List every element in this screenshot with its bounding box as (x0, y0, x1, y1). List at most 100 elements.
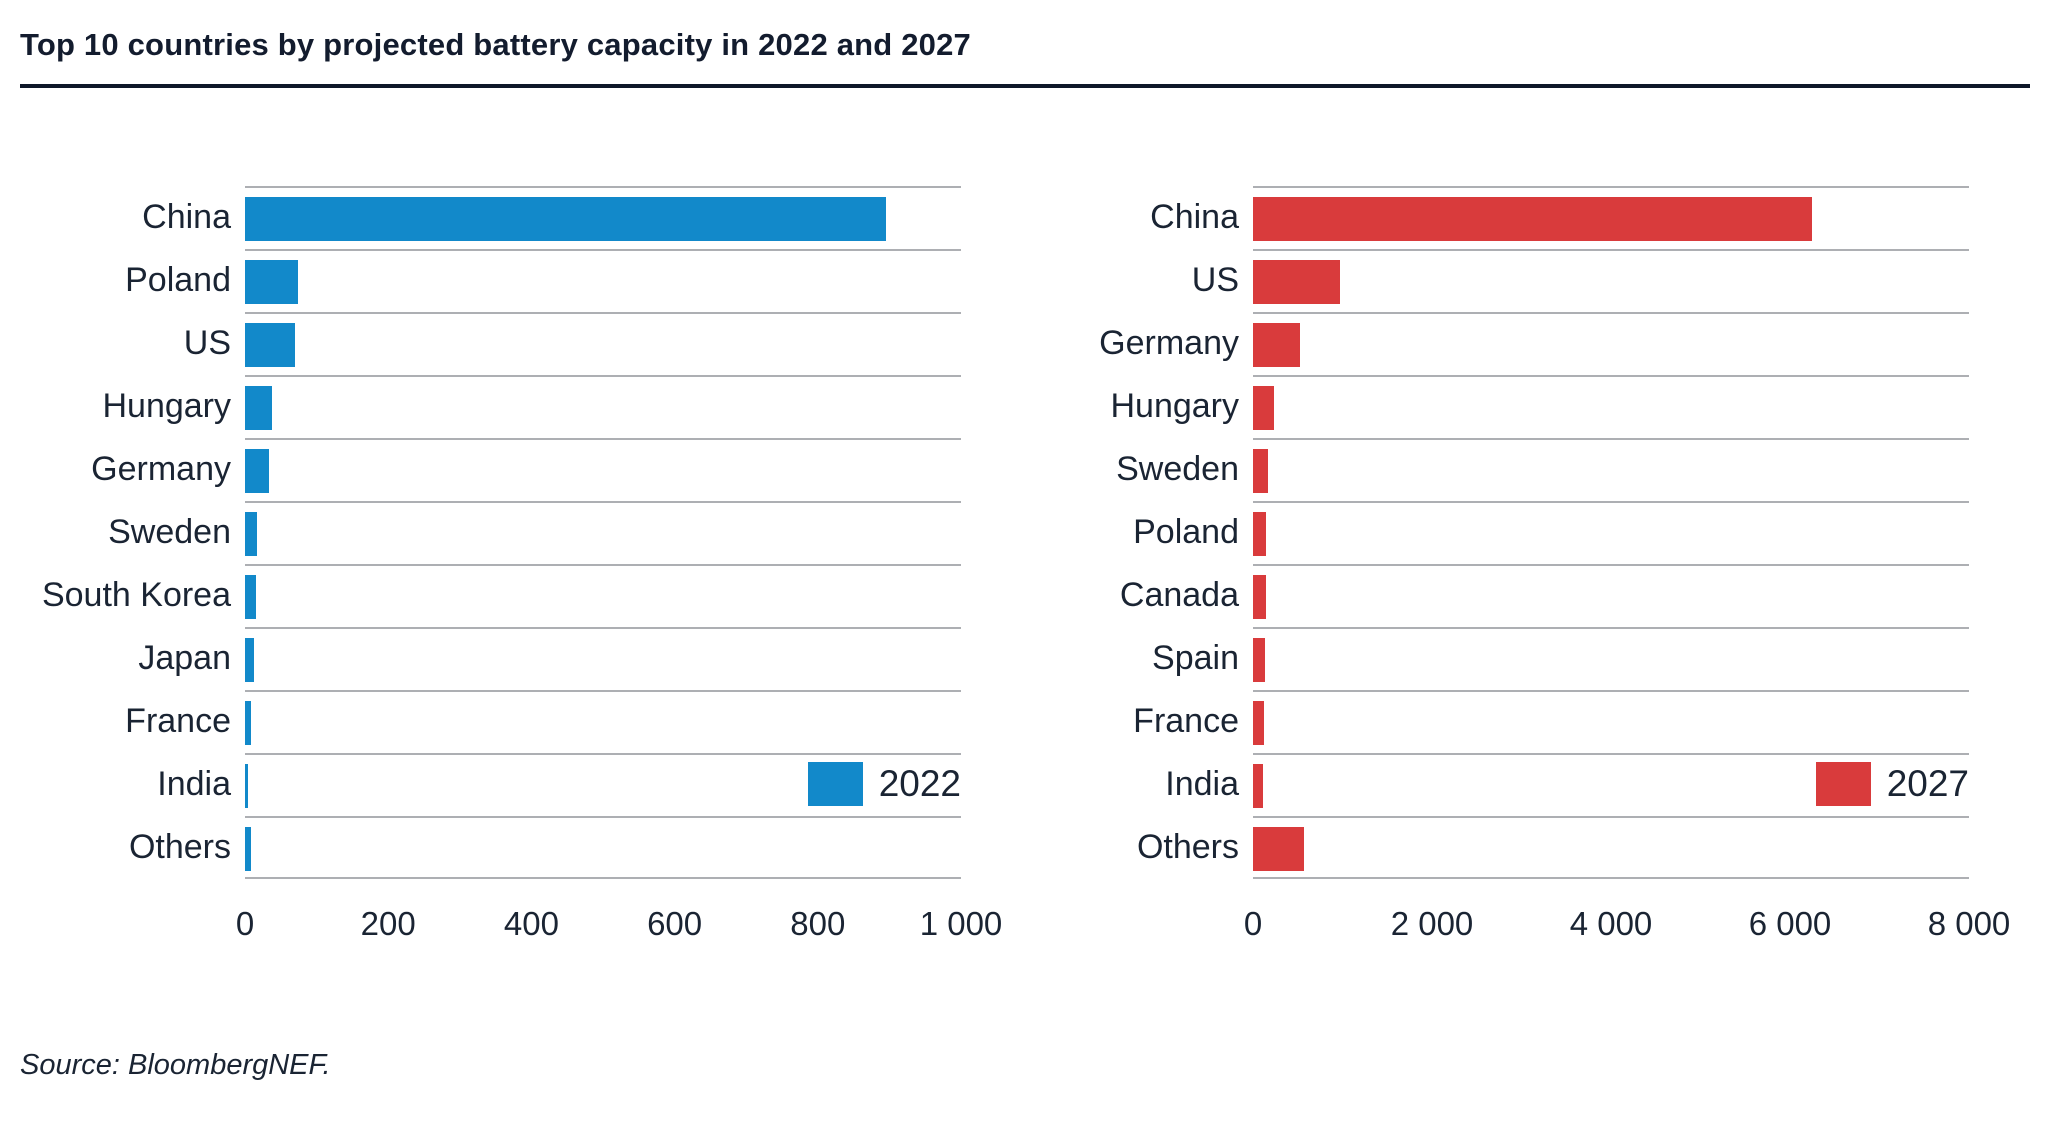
category-label: Hungary (1110, 387, 1239, 425)
category-label: Canada (1119, 576, 1239, 614)
bottom-gridline (1253, 877, 1969, 879)
bar (1253, 701, 1265, 745)
axis-tick-label: 8 000 (1927, 905, 2011, 942)
chart-title: Top 10 countries by projected battery ca… (20, 27, 971, 62)
axis-tick-label: 4 000 (1569, 905, 1653, 942)
chart-row: France (20, 690, 961, 753)
bar-track (1253, 816, 1969, 879)
bar-track (245, 438, 961, 501)
bar (245, 449, 269, 493)
axis-tick-label: 0 (235, 905, 255, 942)
bar-track (245, 186, 961, 249)
chart-row: US (20, 312, 961, 375)
bar (1253, 512, 1267, 556)
axis-tick-label: 400 (503, 905, 559, 942)
bar-track (1253, 501, 1969, 564)
legend-swatch-2027 (1815, 762, 1871, 806)
bar (245, 638, 255, 682)
bar-track (1253, 438, 1969, 501)
chart-row: Germany (1038, 312, 1969, 375)
category-label: Germany (91, 450, 231, 488)
chart-row: US (1038, 249, 1969, 312)
bar-track (245, 312, 961, 375)
category-label: US (1191, 261, 1239, 299)
category-label: China (1150, 198, 1239, 236)
chart-row: China (20, 186, 961, 249)
x-axis-2027: 0 2 000 4 000 6 000 8 000 (1244, 879, 2010, 953)
axis-tick-label: 600 (647, 905, 703, 942)
bar (1253, 575, 1266, 619)
axis-tick-label: 200 (360, 905, 416, 942)
chart-row: India (1038, 753, 1969, 816)
chart-row: Sweden (1038, 438, 1969, 501)
bar-track (1253, 186, 1969, 249)
chart-row: Hungary (1038, 375, 1969, 438)
category-label: India (157, 765, 231, 803)
bar (1253, 386, 1275, 430)
bar-track (245, 249, 961, 312)
chart-row: South Korea (20, 564, 961, 627)
axis-tick-label: 800 (790, 905, 846, 942)
bar (1253, 764, 1263, 808)
bar-track (1253, 375, 1969, 438)
bar-track (245, 753, 961, 816)
bar-track (245, 375, 961, 438)
bar (245, 764, 248, 808)
chart-row: Hungary (20, 375, 961, 438)
chart-row: Japan (20, 627, 961, 690)
bar-chart-2022: China Poland US Hungary Germany Sweden South K… (20, 186, 1002, 953)
bar (245, 701, 252, 745)
bar-chart-2027: China US Germany Hungary Sweden Poland Canada S… (1038, 186, 2010, 953)
bar (1253, 449, 1268, 493)
axis-tick-label: 2 000 (1390, 905, 1474, 942)
legend-label-2022: 2022 (878, 763, 961, 804)
category-label: Spain (1152, 639, 1239, 677)
bar (245, 197, 886, 241)
plot-area-2027: China US Germany Hungary Sweden Poland Canada S… (1038, 186, 1969, 879)
category-label: China (142, 198, 231, 236)
bar-track (245, 816, 961, 879)
charts-container: China Poland US Hungary Germany Sweden South K… (20, 186, 2048, 953)
bar-track (245, 690, 961, 753)
axis-tick-label: 6 000 (1748, 905, 1832, 942)
category-label: Sweden (108, 513, 231, 551)
category-label: Hungary (102, 387, 231, 425)
bar (1253, 260, 1341, 304)
bar-track (1253, 627, 1969, 690)
bar-track (245, 501, 961, 564)
bar (245, 260, 298, 304)
bar-track (1253, 564, 1969, 627)
category-label: Poland (1133, 513, 1239, 551)
bar-track (245, 564, 961, 627)
title-rule (20, 84, 2030, 88)
category-label: US (183, 324, 231, 362)
chart-row: Sweden (20, 501, 961, 564)
category-label: India (1165, 765, 1239, 803)
chart-row: Others (1038, 816, 1969, 879)
chart-row: Poland (1038, 501, 1969, 564)
chart-row: France (1038, 690, 1969, 753)
category-label: Others (128, 828, 231, 866)
bar (1253, 197, 1813, 241)
category-label: Poland (125, 261, 231, 299)
legend-2027: 2027 (1815, 762, 1969, 806)
x-axis-2022: 0 200 400 600 800 1 000 (236, 879, 1002, 953)
chart-row: Germany (20, 438, 961, 501)
bar-track (245, 627, 961, 690)
bar (245, 827, 251, 871)
legend-swatch-2022 (807, 762, 863, 806)
category-label: France (1133, 702, 1239, 740)
bar (1253, 323, 1300, 367)
bar (1253, 827, 1304, 871)
chart-row: Canada (1038, 564, 1969, 627)
axis-tick-label: 0 (1243, 905, 1263, 942)
chart-row: Others (20, 816, 961, 879)
chart-row: Spain (1038, 627, 1969, 690)
chart-row: India (20, 753, 961, 816)
category-label: South Korea (41, 576, 231, 614)
bar (245, 512, 258, 556)
bar-track (1253, 753, 1969, 816)
category-label: Others (1136, 828, 1239, 866)
plot-area-2022: China Poland US Hungary Germany Sweden South K… (20, 186, 961, 879)
